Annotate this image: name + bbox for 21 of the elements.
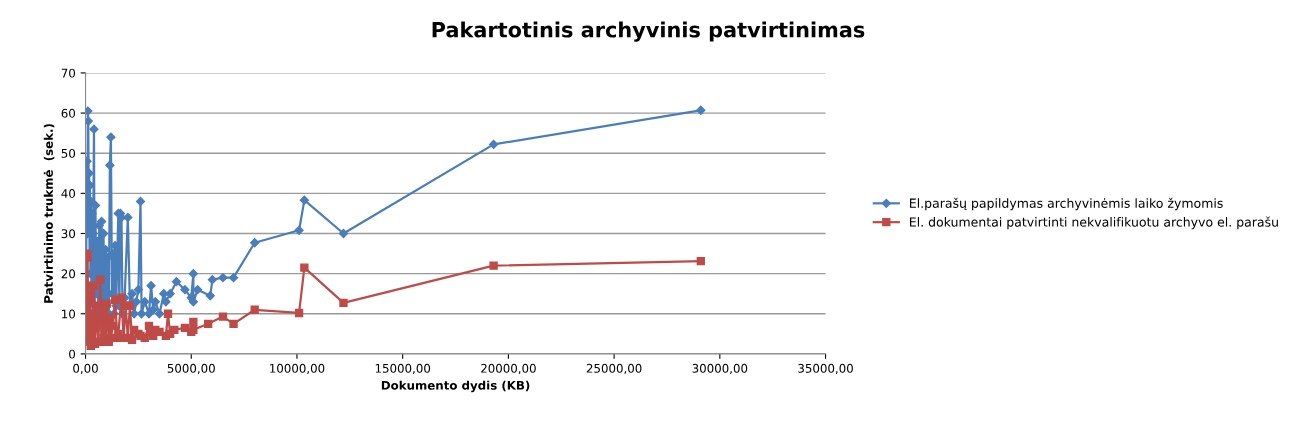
x-tick-label: 15000,00 xyxy=(375,363,431,374)
x-axis-title: Dokumento dydis (KB) xyxy=(381,380,530,393)
x-tick-label: 35000,00 xyxy=(798,363,853,374)
y-axis-title: Patvirtinimo trukmė (sek.) xyxy=(43,124,55,303)
y-tick-label: 50 xyxy=(61,148,76,158)
y-tick-label: 30 xyxy=(61,229,76,239)
x-tick-label: 20000,00 xyxy=(481,363,536,374)
x-tick-label: 30000,00 xyxy=(692,363,748,374)
y-tick-label: 40 xyxy=(61,189,76,199)
x-tick-label: 5000,00 xyxy=(167,363,215,374)
y-tick-label: 20 xyxy=(61,269,76,279)
y-tick-label: 10 xyxy=(62,309,76,319)
chart-title: Pakartotinis archyvinis patvirtinimas xyxy=(432,21,865,42)
x-tick-label: 10000,00 xyxy=(270,363,325,374)
legend-label: El. dokumentai patvirtinti nekvalifikuotu archyvo el. parašu xyxy=(910,216,1278,230)
y-tick-label: 70 xyxy=(61,68,76,78)
y-tick-label: 0 xyxy=(69,349,76,359)
legend-label: El.parašų papildymas archyvinėmis laiko žymomis xyxy=(910,197,1223,211)
y-tick-label: 60 xyxy=(61,108,76,118)
x-tick-label: 0,00 xyxy=(73,363,98,374)
x-tick-label: 25000,00 xyxy=(586,363,642,374)
